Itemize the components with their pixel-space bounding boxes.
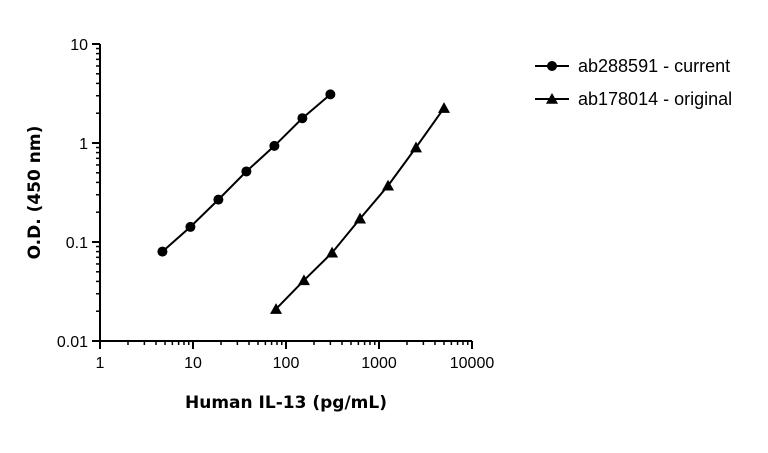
y-ticks: 0.01 0.1 1 10 [57, 37, 100, 351]
legend-label: ab288591 - current [578, 56, 730, 76]
x-tick-label: 1000 [361, 355, 397, 372]
data-point [241, 166, 252, 177]
plot-area: 1 10 100 1000 10000 0.01 0.1 1 10 [57, 37, 494, 372]
data-point [354, 212, 367, 224]
legend-item: ab288591 - current [535, 56, 730, 76]
data-point [438, 102, 451, 113]
data-point [213, 194, 224, 205]
y-tick-label: 1 [79, 136, 88, 153]
legend-item: ab178014 - original [535, 89, 732, 109]
data-point [325, 89, 336, 100]
series-1 [157, 89, 336, 257]
data-point [326, 246, 339, 258]
legend: ab288591 - current ab178014 - original [535, 56, 732, 109]
data-point [410, 141, 423, 153]
data-point [269, 140, 280, 151]
x-tick-label: 100 [273, 355, 300, 372]
data-point [297, 274, 310, 286]
x-ticks: 1 10 100 1000 10000 [96, 341, 495, 372]
legend-marker [547, 61, 557, 71]
series-layer [157, 89, 451, 314]
series-line [275, 107, 445, 310]
x-tick-label: 10000 [450, 355, 495, 372]
data-point [297, 113, 308, 124]
data-point [270, 303, 283, 314]
y-axis-title: O.D. (450 nm) [25, 126, 45, 260]
legend-marker [546, 93, 558, 104]
data-point [157, 246, 168, 257]
x-tick-label: 10 [184, 355, 202, 372]
y-tick-label: 0.1 [66, 235, 88, 252]
y-tick-label: 10 [70, 37, 88, 54]
legend-label: ab178014 - original [578, 89, 732, 109]
x-tick-label: 1 [96, 355, 105, 372]
x-axis-title: Human IL-13 (pg/mL) [185, 393, 387, 413]
y-tick-label: 0.01 [57, 334, 88, 351]
series-2 [270, 102, 451, 314]
data-point [382, 179, 395, 191]
data-point [185, 221, 196, 232]
